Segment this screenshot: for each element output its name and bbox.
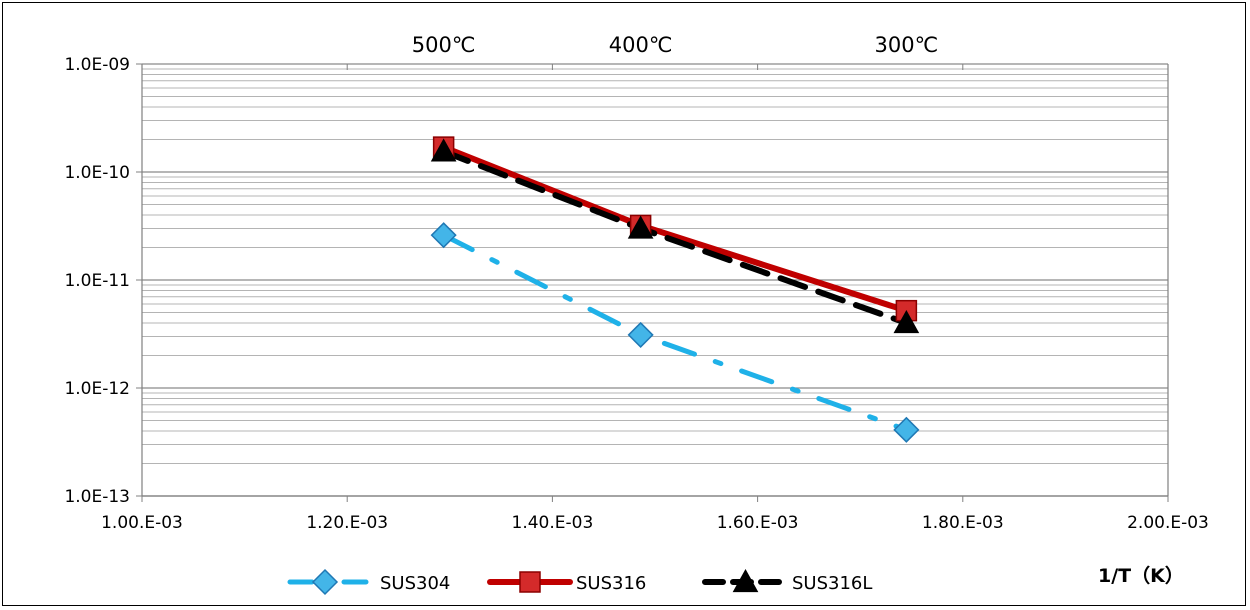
series-markers <box>430 136 920 443</box>
y-tick-label: 1.0E-10 <box>64 163 130 183</box>
grid-lines <box>142 63 1168 497</box>
y-tick-label: 1.0E-13 <box>64 487 130 507</box>
x-axis-label: 1/T（K） <box>1098 564 1184 587</box>
legend-marker <box>519 571 541 593</box>
legend-item-sus304: SUS304 <box>287 568 450 596</box>
temperature-label: 300℃ <box>875 33 939 57</box>
series-line-sus304 <box>441 232 909 433</box>
x-tick-label: 1.60.E-03 <box>717 513 799 533</box>
legend: SUS304 SUS316 SUS316L <box>287 568 872 596</box>
data-point-sus304 <box>627 321 654 348</box>
tick-labels: 1.00.E-03 1.20.E-03 1.40.E-03 1.60.E-03 1.80… <box>64 55 1208 533</box>
y-tick-label: 1.0E-12 <box>64 379 130 399</box>
legend-marker <box>732 568 759 593</box>
data-point-sus304 <box>893 416 920 443</box>
y-tick-label: 1.0E-11 <box>64 271 130 291</box>
x-tick-label: 1.00.E-03 <box>101 513 183 533</box>
data-point-sus316l <box>627 215 654 239</box>
temperature-label: 400℃ <box>609 33 673 57</box>
legend-label: SUS316L <box>792 573 872 594</box>
x-tick-label: 1.40.E-03 <box>512 513 594 533</box>
x-tick-label: 1.20.E-03 <box>306 513 388 533</box>
x-tick-label: 2.00.E-03 <box>1127 513 1209 533</box>
y-tick-label: 1.0E-09 <box>64 55 130 75</box>
temperature-label: 500℃ <box>412 33 476 57</box>
data-point-sus316l <box>893 309 920 334</box>
temperature-annotations: 500℃ 400℃ 300℃ <box>412 33 938 57</box>
legend-item-sus316: SUS316 <box>487 571 646 594</box>
legend-marker <box>311 568 339 596</box>
data-point-sus304 <box>430 222 457 249</box>
data-point-sus316l <box>430 138 457 162</box>
axes <box>136 63 1169 502</box>
x-tick-label: 1.80.E-03 <box>922 513 1004 533</box>
legend-label: SUS316 <box>576 573 646 594</box>
legend-item-sus316l: SUS316L <box>702 568 872 594</box>
legend-label: SUS304 <box>380 573 450 594</box>
